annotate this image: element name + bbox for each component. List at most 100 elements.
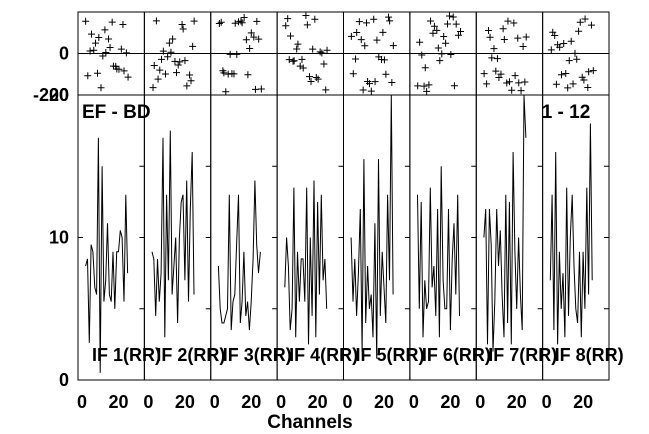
phase-point — [289, 57, 297, 65]
phase-point — [386, 17, 394, 25]
x-tick-label: 20 — [507, 392, 527, 412]
phase-point — [499, 25, 507, 33]
phase-point — [575, 27, 583, 35]
phase-point — [580, 76, 588, 84]
phase-point — [250, 33, 258, 41]
phase-point — [382, 70, 390, 78]
x-tick-label: 0 — [475, 392, 485, 412]
phase-point — [355, 18, 363, 26]
phase-point — [311, 15, 319, 23]
amplitude-panel-frame — [143, 94, 212, 381]
x-tick-label: 20 — [308, 392, 328, 412]
phase-point — [257, 85, 265, 93]
phase-point — [589, 67, 597, 75]
phase-point — [244, 71, 252, 79]
phase-point — [567, 37, 575, 45]
phase-point — [242, 36, 250, 44]
chart-title-baselines: EF - BD — [82, 102, 151, 123]
phase-point — [323, 46, 331, 54]
phase-point — [97, 84, 105, 92]
phase-point — [490, 45, 498, 53]
phase-point — [183, 82, 191, 90]
phase-point — [152, 17, 160, 25]
x-tick-label: 0 — [276, 392, 286, 412]
phase-point — [95, 34, 103, 42]
phase-point — [189, 42, 197, 50]
amplitude-panel-frame — [409, 94, 477, 381]
phase-point — [115, 65, 123, 73]
phase-point — [521, 78, 529, 86]
phase-point — [385, 13, 393, 21]
phase-point — [359, 86, 367, 94]
phase-point — [587, 21, 595, 29]
amplitude-series-line — [483, 94, 527, 352]
phase-point — [149, 84, 157, 92]
panel-label: IF 3(RR) — [223, 345, 292, 365]
panel-label: IF 8(RR) — [555, 345, 624, 365]
phase-point — [505, 78, 513, 86]
phase-point — [480, 70, 488, 78]
x-tick-label: 20 — [440, 392, 460, 412]
phase-point — [440, 32, 448, 40]
phase-point — [93, 69, 101, 77]
phase-point — [150, 61, 158, 69]
phase-point — [226, 50, 234, 58]
amplitude-series-line — [284, 180, 328, 345]
y-tick-label: 10 — [49, 228, 69, 248]
phase-point — [510, 19, 518, 27]
phase-point — [238, 19, 246, 27]
phase-point — [187, 77, 195, 85]
phase-point — [449, 13, 457, 21]
phase-point — [421, 64, 429, 72]
phase-point — [285, 56, 293, 64]
phase-point — [165, 39, 173, 47]
phase-point — [370, 15, 378, 23]
phase-point — [433, 26, 441, 34]
phase-point — [581, 15, 589, 23]
phase-point — [438, 50, 446, 58]
panel-label: IF 7(RR) — [488, 345, 557, 365]
phase-point — [305, 73, 313, 81]
phase-point — [571, 49, 579, 57]
x-tick-label: 20 — [241, 392, 261, 412]
phase-point — [247, 29, 255, 37]
panel-label: IF 2(RR) — [156, 345, 225, 365]
phase-point — [347, 32, 355, 40]
phase-tick-label: -200 — [33, 85, 69, 105]
phase-point — [429, 29, 437, 37]
phase-point — [309, 45, 317, 53]
phase-point — [573, 55, 581, 63]
phase-point — [302, 12, 310, 20]
phase-point — [488, 54, 496, 62]
phase-point — [92, 39, 100, 47]
y-tick-label: 0 — [59, 370, 69, 390]
phase-point — [287, 32, 295, 40]
phase-point — [117, 45, 125, 53]
phase-point — [454, 31, 462, 39]
phase-point — [233, 50, 241, 58]
phase-point — [425, 81, 433, 89]
phase-point — [231, 19, 239, 27]
amplitude-plot-area: IF 1(RR)IF 2(RR)IF 3(RR)IF 4(RR)IF 5(RR)… — [77, 94, 624, 381]
phase-point — [423, 87, 431, 95]
panel-label: IF 4(RR) — [289, 345, 358, 365]
phase-point — [90, 46, 98, 54]
phase-point — [101, 26, 109, 34]
phase-point — [314, 75, 322, 83]
phase-point — [500, 35, 508, 43]
phase-point — [154, 75, 162, 83]
x-tick-label: 0 — [342, 392, 352, 412]
phase-point — [124, 73, 132, 81]
panel-label: IF 5(RR) — [356, 345, 425, 365]
phase-point — [307, 77, 315, 85]
phase-point — [296, 62, 304, 70]
phase-point — [447, 50, 455, 58]
phase-point — [159, 47, 167, 55]
phase-point — [251, 85, 259, 93]
phase-point — [414, 82, 422, 90]
phase-point — [367, 87, 375, 95]
amplitude-panel-frame — [210, 94, 278, 381]
amplitude-series-line — [549, 123, 593, 345]
